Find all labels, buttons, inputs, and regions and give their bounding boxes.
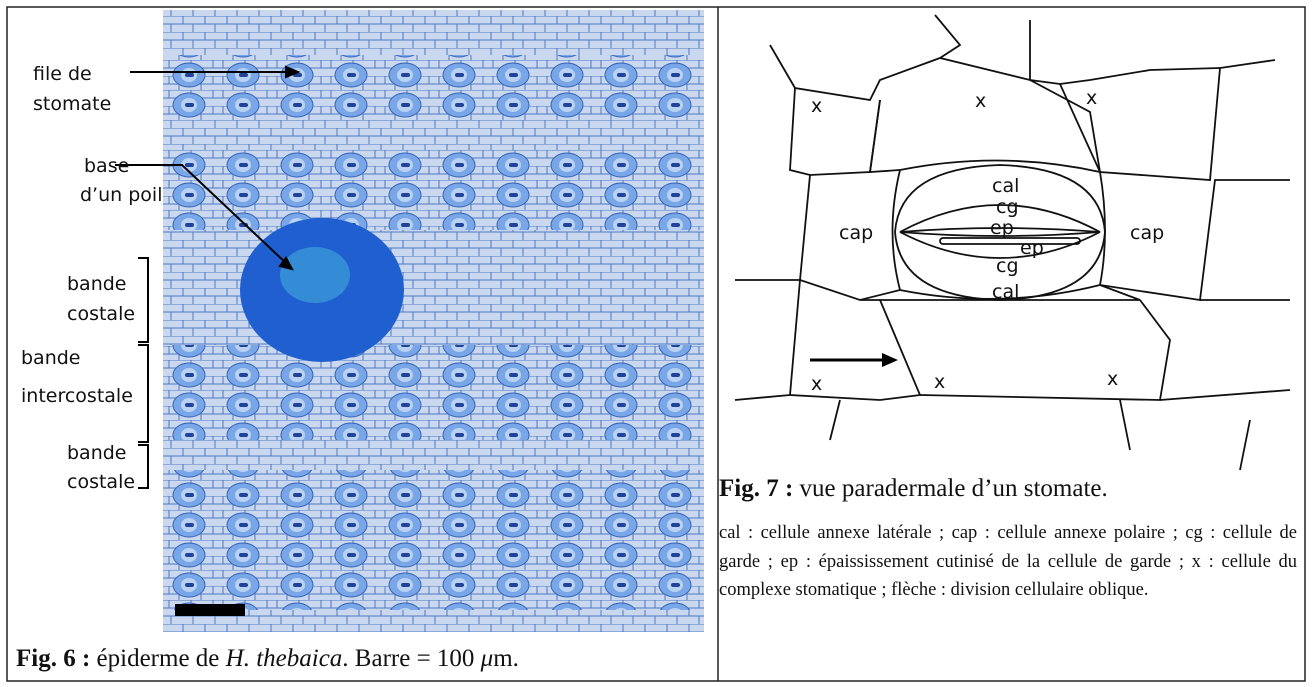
label: cg bbox=[996, 196, 1019, 218]
label: x bbox=[1086, 87, 1097, 109]
label: x bbox=[975, 90, 986, 112]
label: d’un poil bbox=[80, 184, 162, 206]
diagram bbox=[735, 15, 1290, 470]
label: bande bbox=[67, 442, 127, 464]
caption-text: épiderme de bbox=[97, 645, 226, 672]
label: x bbox=[811, 373, 822, 395]
label: bande bbox=[21, 347, 81, 369]
label: costale bbox=[67, 303, 135, 325]
label: cg bbox=[996, 255, 1019, 277]
label: ep bbox=[990, 217, 1014, 239]
caption-text: m. bbox=[493, 645, 519, 672]
label: intercostale bbox=[21, 385, 133, 407]
caption-text: vue paradermale d’un stomate. bbox=[800, 475, 1108, 502]
page: file de stomate base d’un poil bande cos… bbox=[0, 0, 1312, 687]
unit: μ bbox=[481, 645, 494, 672]
micrograph bbox=[163, 10, 704, 632]
label: bande bbox=[67, 273, 127, 295]
caption-label: Fig. 7 : bbox=[719, 475, 793, 502]
species: H. thebaica bbox=[226, 645, 343, 672]
label: x bbox=[1107, 368, 1118, 390]
legend-text: cal : cellule annexe latérale ; cap : ce… bbox=[719, 519, 1297, 605]
label: base bbox=[84, 155, 129, 177]
label: cal bbox=[992, 175, 1019, 197]
arrow bbox=[810, 353, 898, 367]
caption-label: Fig. 6 : bbox=[16, 645, 90, 672]
caption-text: . Barre = 100 bbox=[342, 645, 480, 672]
label: cap bbox=[1130, 222, 1164, 244]
caption: Fig. 6 : épiderme de H. thebaica. Barre … bbox=[16, 645, 519, 673]
label: costale bbox=[67, 471, 135, 493]
label: cap bbox=[839, 222, 873, 244]
label: ep bbox=[1020, 237, 1044, 259]
label: cal bbox=[992, 281, 1019, 303]
label: x bbox=[811, 95, 822, 117]
label: stomate bbox=[33, 93, 111, 115]
label: file de bbox=[33, 63, 92, 85]
caption: Fig. 7 : vue paradermale d’un stomate. bbox=[719, 475, 1108, 503]
label: x bbox=[934, 371, 945, 393]
